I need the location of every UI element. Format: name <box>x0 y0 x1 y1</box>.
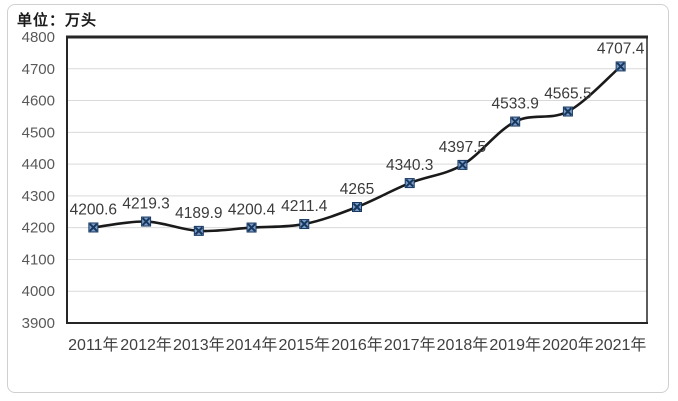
data-label: 4340.3 <box>386 157 433 174</box>
x-tick-label: 2013年 <box>173 336 225 354</box>
data-label: 4189.9 <box>175 205 222 222</box>
marker-x-glyph <box>247 223 256 232</box>
data-label: 4565.5 <box>544 86 591 103</box>
marker-x-glyph <box>141 217 151 226</box>
marker-x-glyph <box>458 160 467 170</box>
y-tick-label: 4300 <box>22 188 55 205</box>
x-tick-label: 2018年 <box>437 336 489 354</box>
x-tick-label: 2016年 <box>331 336 383 354</box>
marker-x-glyph <box>352 202 362 212</box>
data-label: 4533.9 <box>491 96 538 113</box>
x-tick-label: 2015年 <box>278 336 330 354</box>
marker-x-glyph <box>405 178 414 188</box>
marker-x-glyph <box>194 226 204 236</box>
data-label: 4211.4 <box>281 198 328 215</box>
data-label: 4707.4 <box>597 40 645 57</box>
x-tick-label: 2012年 <box>120 336 172 354</box>
y-tick-label: 4500 <box>22 124 55 141</box>
data-label: 4265 <box>340 181 374 198</box>
y-tick-label: 4000 <box>22 283 55 300</box>
data-label: 4200.6 <box>70 201 117 218</box>
y-tick-label: 4700 <box>22 61 55 78</box>
x-tick-label: 2014年 <box>226 336 278 354</box>
marker-x-glyph <box>300 219 309 229</box>
y-tick-label: 3900 <box>22 315 55 332</box>
marker-x-glyph <box>563 107 573 116</box>
x-tick-label: 2017年 <box>384 336 436 354</box>
y-tick-label: 4600 <box>22 93 55 110</box>
unit-label: 单位：万头 <box>17 12 98 29</box>
data-label: 4200.4 <box>228 202 276 219</box>
y-tick-label: 4800 <box>22 29 55 46</box>
x-tick-label: 2021年 <box>595 336 647 354</box>
x-tick-label: 2011年 <box>68 336 118 354</box>
y-tick-label: 4200 <box>22 220 55 237</box>
x-tick-label: 2020年 <box>542 336 594 354</box>
marker-x-glyph <box>89 223 98 232</box>
marker-x-glyph <box>616 62 625 71</box>
marker-x-glyph <box>510 117 520 126</box>
y-tick-label: 4400 <box>22 156 55 173</box>
y-tick-label: 4100 <box>22 251 55 268</box>
x-tick-label: 2019年 <box>489 336 541 354</box>
data-label: 4397.5 <box>439 139 486 156</box>
data-label: 4219.3 <box>122 196 169 213</box>
